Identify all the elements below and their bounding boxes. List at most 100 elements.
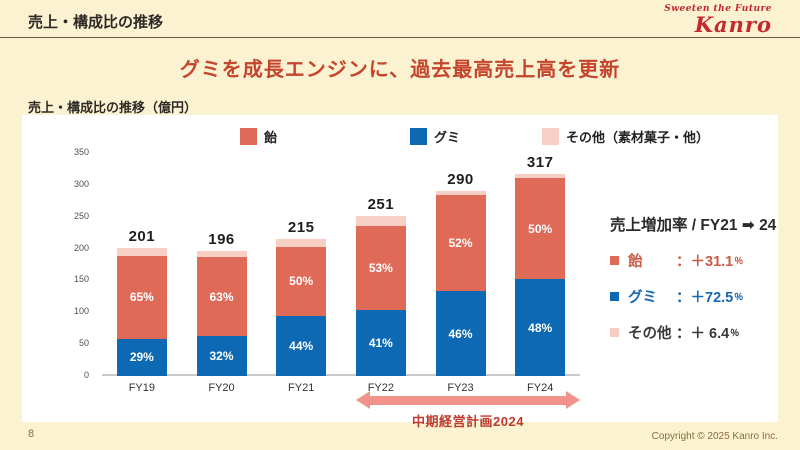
- segment-percent-label: 29%: [129, 350, 154, 365]
- bar-stack: 50% 48%: [515, 174, 566, 376]
- growth-item-unit: ％: [730, 328, 740, 338]
- bar-stack: 50% 44%: [276, 239, 327, 376]
- bar-segment-ame: 65%: [116, 255, 167, 339]
- bars: 201 65% 29% 196 63% 32% 215 50% 44% 251 53% 41% 290 5…: [102, 153, 580, 376]
- bar-segment-other: [276, 239, 327, 248]
- bar-segment-gumi: 48%: [515, 279, 566, 376]
- segment-percent-label: 44%: [289, 338, 314, 353]
- bullet-square-icon: [610, 256, 619, 265]
- legend-swatch-icon: [410, 128, 427, 145]
- bar-segment-ame: 53%: [355, 225, 406, 311]
- segment-percent-label: 48%: [528, 320, 553, 335]
- bar-stack: 63% 32%: [196, 251, 247, 376]
- midterm-plan-label: 中期経営計画2024: [412, 414, 524, 429]
- x-axis-label: FY24: [527, 382, 554, 394]
- segment-percent-label: 63%: [209, 289, 234, 304]
- bar-segment-gumi: 46%: [435, 291, 486, 376]
- legend-label: 飴: [264, 130, 278, 145]
- bar-segment-ame: 50%: [276, 247, 327, 316]
- x-axis-label: FY19: [128, 382, 155, 394]
- bar-total-label: 251: [367, 196, 395, 214]
- y-tick-label: 300: [73, 178, 89, 189]
- logo-wordmark: Kanro: [694, 12, 772, 37]
- legend-label: グミ: [434, 130, 461, 145]
- growth-rate-item: グミ ：＋72.5 ％: [610, 286, 775, 307]
- bar-column: 215 50% 44%: [261, 153, 341, 376]
- chart-caption: 売上・構成比の推移（億円）: [28, 100, 198, 115]
- bar-segment-ame: 52%: [435, 194, 486, 292]
- bar-stack: 52% 46%: [435, 191, 486, 376]
- bar-segment-other: [355, 216, 406, 226]
- bar-column: 317 50% 48%: [500, 153, 580, 376]
- logo-slogan: Sweeten the Future: [664, 4, 772, 14]
- y-tick-label: 350: [73, 147, 89, 157]
- y-tick-label: 100: [73, 306, 89, 317]
- growth-item-unit: ％: [734, 292, 744, 302]
- bar-column: 290 52% 46%: [421, 153, 501, 376]
- stacked-bar-chart: 201 65% 29% 196 63% 32% 215 50% 44% 251 53% 41% 290 5…: [102, 153, 580, 376]
- legend-item: その他（素材菓子・他）: [542, 127, 709, 146]
- bar-segment-gumi: 44%: [276, 315, 327, 376]
- legend-item: グミ: [410, 127, 460, 146]
- bar-segment-gumi: 41%: [355, 310, 406, 376]
- growth-rate-items: 飴：＋31.1 ％グミ ：＋72.5 ％その他 ：＋ 6.4 ％: [610, 250, 775, 343]
- x-axis-label: FY23: [447, 382, 474, 394]
- bullet-square-icon: [610, 328, 619, 337]
- segment-percent-label: 50%: [528, 221, 553, 236]
- content-panel: 飴グミ その他（素材菓子・他） 0 50 100 150 200 250 300 350 201…: [22, 115, 778, 429]
- bar-total-label: 290: [447, 171, 474, 189]
- growth-item-unit: ％: [734, 256, 744, 266]
- x-axis-label: FY21: [288, 382, 315, 394]
- y-axis-ticks: 0 50 100 150 200 250 300 350: [22, 147, 97, 380]
- segment-percent-label: 32%: [209, 349, 234, 364]
- segment-percent-label: 53%: [368, 261, 393, 276]
- segment-percent-label: 41%: [368, 336, 393, 351]
- bar-segment-ame: 63%: [196, 257, 247, 337]
- growth-rate-panel: 売上増加率 / FY21 ➡ 24 飴：＋31.1 ％グミ ：＋72.5 ％その他 ：＋…: [610, 213, 777, 343]
- segment-percent-label: 50%: [289, 274, 314, 289]
- growth-rate-title: 売上増加率 / FY21 ➡ 24: [610, 217, 777, 234]
- slide-header: 売上・構成比の推移 Sweeten the Future Kanro: [0, 0, 800, 38]
- bar-segment-gumi: 29%: [116, 338, 167, 376]
- growth-rate-item: 飴 ：＋31.1 ％: [610, 250, 775, 271]
- y-tick-label: 0: [83, 370, 89, 380]
- bullet-square-icon: [610, 292, 619, 301]
- legend-item: 飴: [240, 127, 277, 146]
- arrow-right-head: [566, 391, 580, 409]
- arrow-shaft: [370, 395, 566, 405]
- x-axis-labels: FY19 FY20 FY21 FY22 FY23 FY24: [102, 382, 580, 394]
- growth-item-label: その他: [628, 326, 672, 342]
- bar-column: 251 53% 41%: [341, 153, 421, 376]
- bar-segment-gumi: 32%: [196, 336, 247, 376]
- y-tick-label: 150: [73, 274, 89, 285]
- slide-headline: グミを成長エンジンに、過去最高売上高を更新: [179, 59, 621, 81]
- bar-column: 201 65% 29%: [102, 153, 182, 376]
- bar-total-label: 201: [128, 227, 156, 245]
- legend-label: その他（素材菓子・他）: [566, 130, 710, 145]
- page-title: 売上・構成比の推移: [28, 14, 164, 31]
- double-arrow-icon: [356, 391, 580, 409]
- growth-item-value: ：＋72.5: [676, 290, 734, 306]
- copyright-text: Copyright © 2025 Kanro Inc.: [651, 431, 778, 442]
- bar-segment-other: [435, 191, 486, 195]
- arrow-left-head: [356, 391, 370, 409]
- bar-segment-other: [116, 247, 167, 256]
- bar-total-label: 196: [208, 231, 235, 249]
- bar-segment-other: [515, 174, 566, 179]
- y-tick-label: 200: [73, 242, 89, 253]
- bar-total-label: 317: [526, 154, 554, 172]
- bar-stack: 65% 29%: [116, 247, 167, 376]
- kanro-logo: Sweeten the Future Kanro: [664, 4, 772, 36]
- y-tick-label: 250: [73, 210, 89, 221]
- bar-segment-ame: 50%: [515, 178, 566, 280]
- bar-stack: 53% 41%: [355, 216, 406, 376]
- midterm-plan-annotation: 中期経営計画2024: [356, 391, 580, 430]
- x-axis-label: FY20: [208, 382, 235, 394]
- growth-item-value: ：＋ 6.4: [676, 326, 730, 342]
- page-number: 8: [28, 428, 35, 440]
- growth-item-label: 飴: [628, 254, 643, 270]
- bar-segment-other: [196, 251, 247, 258]
- legend-swatch-icon: [542, 128, 559, 145]
- segment-percent-label: 65%: [129, 290, 154, 305]
- growth-item-value: ：＋31.1: [676, 254, 734, 270]
